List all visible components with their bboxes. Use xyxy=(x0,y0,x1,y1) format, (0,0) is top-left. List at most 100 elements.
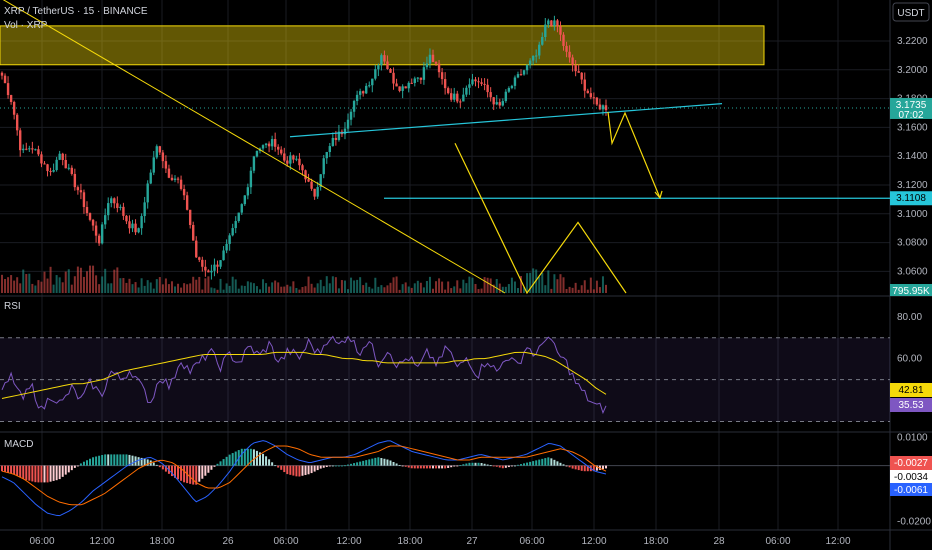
price-tick-label: 3.2000 xyxy=(897,65,928,76)
macd-histogram-bar xyxy=(55,465,58,481)
time-tick-label: 12:00 xyxy=(825,536,850,547)
candle-body xyxy=(592,97,596,99)
macd-histogram-bar xyxy=(532,461,535,466)
macd-histogram-bar xyxy=(7,465,10,473)
macd-histogram-bar xyxy=(544,458,547,466)
macd-tick-label: 0.0100 xyxy=(897,433,928,444)
volume-bar xyxy=(125,282,128,293)
macd-histogram-bar xyxy=(419,465,422,469)
rsi-ma-line[interactable] xyxy=(1,351,607,399)
macd-histogram-bar xyxy=(529,461,532,466)
candle-body xyxy=(586,90,589,94)
macd-histogram-bar xyxy=(98,455,101,466)
symbol-title[interactable]: XRP / TetherUS · 15 · BINANCE xyxy=(4,6,148,17)
rsi-line[interactable] xyxy=(1,335,607,415)
volume-value-tag: 795.95K xyxy=(892,286,930,297)
signal-line[interactable] xyxy=(1,445,607,506)
macd-histogram-bar xyxy=(331,465,334,467)
volume-bar xyxy=(541,272,544,293)
macd-tick-label: -0.0200 xyxy=(897,517,931,528)
projection-path[interactable] xyxy=(607,111,661,199)
macd-histogram-bar xyxy=(380,458,383,466)
volume-bar xyxy=(240,285,243,293)
volume-bar xyxy=(547,270,550,293)
descending-trendline[interactable] xyxy=(0,0,506,294)
volume-bar xyxy=(359,277,362,293)
volume-bar xyxy=(140,278,143,293)
pattern-path[interactable] xyxy=(454,142,627,295)
candle-body xyxy=(510,85,514,89)
macd-histogram-bar xyxy=(4,465,7,472)
candle-body xyxy=(140,216,143,229)
currency-button-label[interactable]: USDT xyxy=(897,8,924,19)
candle-body xyxy=(167,168,171,178)
volume-bar xyxy=(386,285,389,293)
volume-bar xyxy=(7,277,10,293)
candle-body xyxy=(9,95,13,102)
candle-body xyxy=(37,149,40,155)
volume-bar xyxy=(40,281,43,293)
time-tick-label: 06:00 xyxy=(519,536,544,547)
macd-line[interactable] xyxy=(1,440,607,517)
candle-body xyxy=(6,83,10,96)
candle-body xyxy=(28,148,31,150)
candle-body xyxy=(389,69,392,73)
macd-histogram-bar xyxy=(34,465,37,483)
candle-body xyxy=(261,145,265,149)
candle-body xyxy=(210,270,213,273)
macd-histogram-bar xyxy=(52,465,55,481)
macd-histogram-bar xyxy=(453,465,456,467)
volume-bar xyxy=(350,277,353,293)
macd-histogram-bar xyxy=(398,464,401,466)
macd-histogram-bar xyxy=(359,461,362,466)
macd-histogram-bar xyxy=(192,465,195,485)
volume-bar xyxy=(52,284,55,293)
macd-histogram-bar xyxy=(362,460,365,466)
candle-body xyxy=(361,91,365,94)
candle-body xyxy=(286,160,289,164)
candle-body xyxy=(355,94,359,101)
macd-histogram-bar xyxy=(480,463,483,466)
volume-bar xyxy=(304,286,307,293)
macd-histogram-bar xyxy=(280,465,283,470)
volume-bar xyxy=(428,276,431,293)
price-tick-label: 3.0600 xyxy=(897,266,928,277)
candle-body xyxy=(295,158,298,160)
projection-arrowhead xyxy=(654,190,663,200)
candle-body xyxy=(270,139,274,147)
current-price-tag-bg xyxy=(890,97,932,119)
volume-bar xyxy=(516,288,519,293)
volume-bar xyxy=(307,276,310,293)
macd-histogram-bar xyxy=(295,465,298,477)
volume-bar xyxy=(523,287,526,293)
candle-body xyxy=(143,202,146,217)
candle-body xyxy=(477,81,480,83)
macd-histogram-bar xyxy=(601,465,604,470)
volume-bar xyxy=(64,271,67,293)
volume-bar xyxy=(404,282,407,293)
volume-bar xyxy=(583,280,586,293)
currency-button[interactable] xyxy=(892,2,930,22)
volume-bar xyxy=(219,278,222,293)
volume-bar xyxy=(398,289,401,293)
candle-body xyxy=(583,79,586,91)
support-trendline[interactable] xyxy=(289,103,723,138)
macd-histogram-bar xyxy=(435,465,438,469)
candle-body xyxy=(446,88,450,94)
candle-body xyxy=(422,67,426,80)
macd-histogram-bar xyxy=(195,465,198,485)
macd-histogram-bar xyxy=(180,465,183,481)
candle-body xyxy=(401,86,404,91)
volume-bar xyxy=(13,280,16,293)
volume-bar xyxy=(274,280,277,293)
macd-histogram-bar xyxy=(325,465,328,468)
macd-histogram-bar xyxy=(125,454,128,466)
candle-body xyxy=(304,170,307,180)
candle-body xyxy=(40,154,43,164)
volume-bar xyxy=(192,276,195,293)
volume-bar xyxy=(319,279,322,293)
macd-histogram-bar xyxy=(547,457,550,466)
macd-histogram-bar xyxy=(13,465,16,475)
volume-bar xyxy=(489,278,492,293)
